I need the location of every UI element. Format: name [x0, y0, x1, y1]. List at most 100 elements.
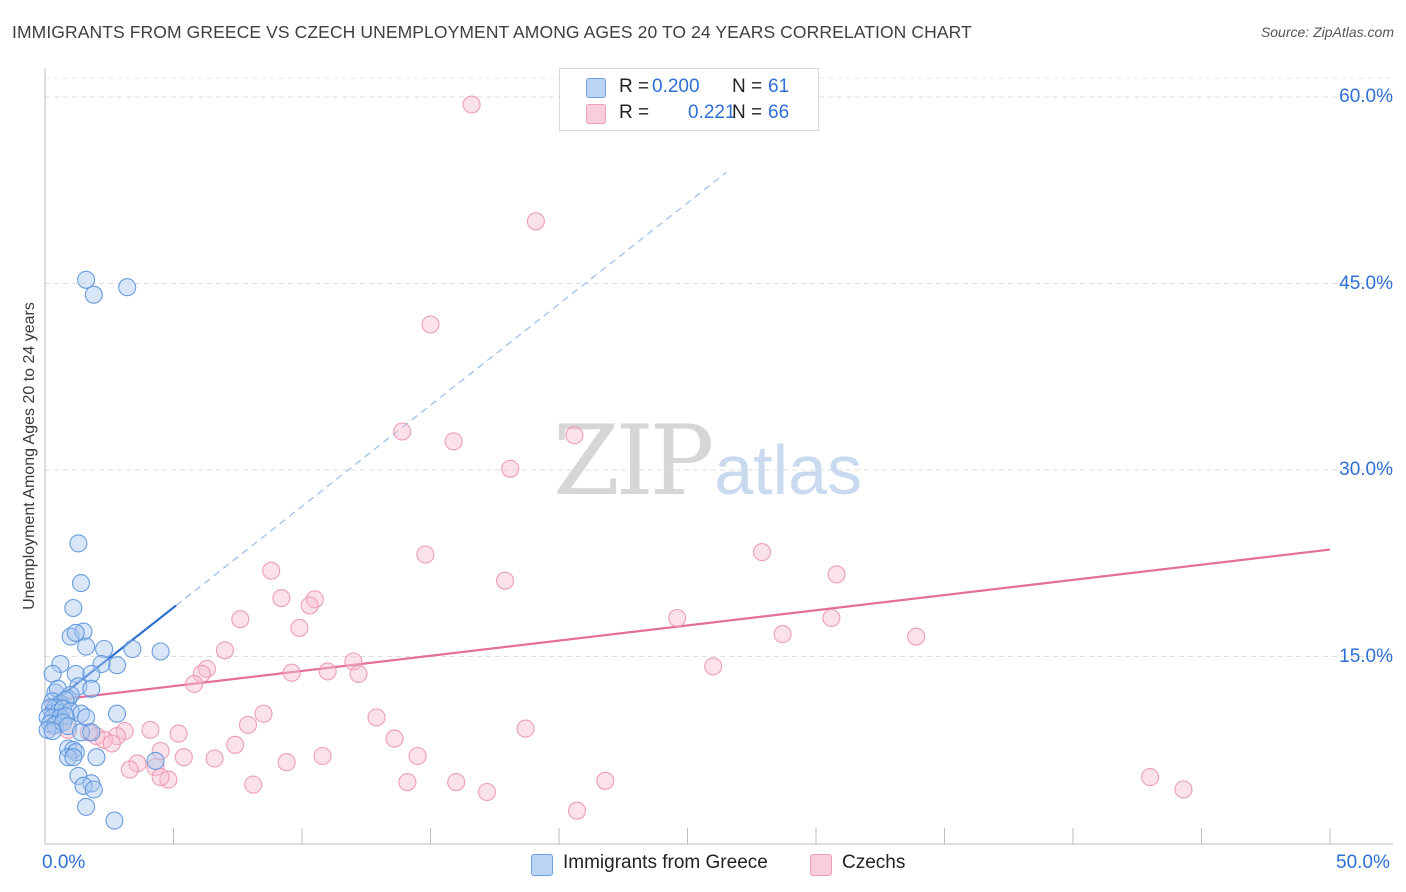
data-point-greece: [87, 748, 106, 767]
data-point-czech: [704, 657, 723, 676]
data-point-czech: [151, 768, 170, 787]
data-point-czech: [290, 618, 309, 637]
legend: R = 0.200 N = 61 R = 0.221 N = 66: [559, 68, 819, 131]
data-point-czech: [141, 720, 160, 739]
data-point-greece: [123, 639, 142, 659]
gridlines: [45, 77, 1393, 657]
y-tick-label: 15.0%: [1339, 645, 1393, 667]
data-point-czech: [907, 627, 926, 646]
data-point-greece: [107, 704, 127, 723]
data-point-greece: [77, 270, 96, 289]
data-point-czech: [1141, 768, 1160, 787]
data-point-greece: [95, 639, 114, 659]
chart-title: IMMIGRANTS FROM GREECE VS CZECH UNEMPLOY…: [12, 22, 972, 42]
y-tick-label: 45.0%: [1339, 272, 1393, 294]
data-point-greece: [118, 278, 137, 297]
data-point-czech: [282, 663, 301, 682]
data-point-greece: [105, 811, 124, 830]
data-point-czech: [447, 773, 466, 792]
trend-line-czech: [44, 548, 1331, 703]
bottom-legend-label-greece: Immigrants from Greece: [563, 852, 768, 873]
data-point-czech: [185, 674, 204, 693]
bottom-legend-label-czech: Czechs: [842, 852, 906, 873]
data-point-czech: [349, 664, 368, 683]
data-point-czech: [318, 662, 337, 681]
data-point-greece: [71, 574, 91, 593]
data-point-greece: [66, 623, 85, 642]
data-point-czech: [385, 729, 404, 748]
data-point-czech: [313, 746, 332, 766]
data-point-czech: [416, 545, 435, 564]
bottom-legend-swatch-czech: [810, 854, 832, 876]
trend-line-greece-extension: [175, 172, 727, 606]
data-point-czech: [272, 589, 291, 608]
y-tick-label: 60.0%: [1339, 86, 1393, 107]
data-point-czech: [668, 608, 687, 628]
bottom-legend-swatch-greece: [531, 854, 553, 876]
data-point-czech: [169, 724, 188, 743]
data-point-greece: [51, 654, 70, 674]
data-point-czech: [1174, 780, 1193, 799]
data-point-czech: [277, 753, 296, 772]
data-point-czech: [408, 746, 427, 766]
data-point-greece: [84, 285, 103, 304]
watermark-zip: ZIP: [553, 405, 714, 517]
data-point-czech: [398, 773, 417, 792]
data-point-czech: [421, 315, 440, 334]
data-point-greece: [82, 664, 101, 683]
data-point-greece: [82, 723, 101, 742]
data-point-czech: [462, 95, 481, 114]
data-point-greece: [74, 622, 93, 641]
data-point-czech: [151, 741, 170, 761]
legend-r-value-greece: 0.200: [652, 76, 700, 97]
data-point-czech: [205, 749, 224, 768]
data-point-czech: [393, 422, 412, 441]
data-point-czech: [120, 760, 139, 779]
legend-r-label: R =: [619, 102, 650, 123]
trend-lines: [44, 172, 1331, 710]
legend-swatch-czech: [586, 104, 606, 124]
data-point-greece: [146, 751, 165, 770]
data-point-greece: [43, 722, 62, 741]
data-point-czech: [773, 625, 792, 644]
data-point-czech: [822, 608, 841, 628]
data-point-greece: [71, 723, 91, 742]
data-point-czech: [596, 771, 615, 790]
data-point-czech: [215, 641, 234, 660]
data-point-czech: [565, 426, 584, 445]
data-point-czech: [102, 734, 121, 753]
data-point-greece: [69, 534, 88, 553]
data-point-czech: [516, 719, 535, 738]
data-point-czech: [174, 748, 193, 767]
data-point-greece: [59, 748, 78, 767]
x-tick-max: 50.0%: [1336, 852, 1390, 873]
data-point-czech: [752, 543, 772, 562]
data-point-czech: [567, 801, 587, 820]
data-point-czech: [501, 459, 520, 478]
legend-r-value-czech: 0.221: [688, 102, 736, 123]
data-point-czech: [262, 561, 281, 580]
legend-r-label: R =: [619, 76, 650, 97]
y-tick-label: 30.0%: [1339, 459, 1393, 480]
data-point-czech: [244, 775, 263, 794]
data-point-czech: [444, 432, 463, 451]
data-point-greece: [64, 598, 83, 618]
data-point-greece: [84, 780, 103, 799]
data-point-greece: [64, 748, 83, 767]
data-point-czech: [226, 735, 245, 754]
data-point-greece: [74, 776, 93, 795]
data-point-greece: [77, 797, 96, 816]
legend-n-label: N =: [732, 102, 763, 123]
data-point-czech: [367, 708, 386, 727]
data-point-czech: [197, 659, 216, 678]
legend-swatch-greece: [586, 78, 606, 98]
data-point-greece: [151, 642, 170, 661]
legend-n-label: N =: [732, 76, 763, 97]
data-point-greece: [77, 637, 96, 656]
data-point-czech: [192, 664, 211, 683]
legend-n-value-greece: 61: [768, 76, 790, 97]
data-point-czech: [477, 782, 497, 802]
data-point-czech: [827, 565, 846, 584]
legend-n-value-czech: 66: [768, 102, 790, 123]
